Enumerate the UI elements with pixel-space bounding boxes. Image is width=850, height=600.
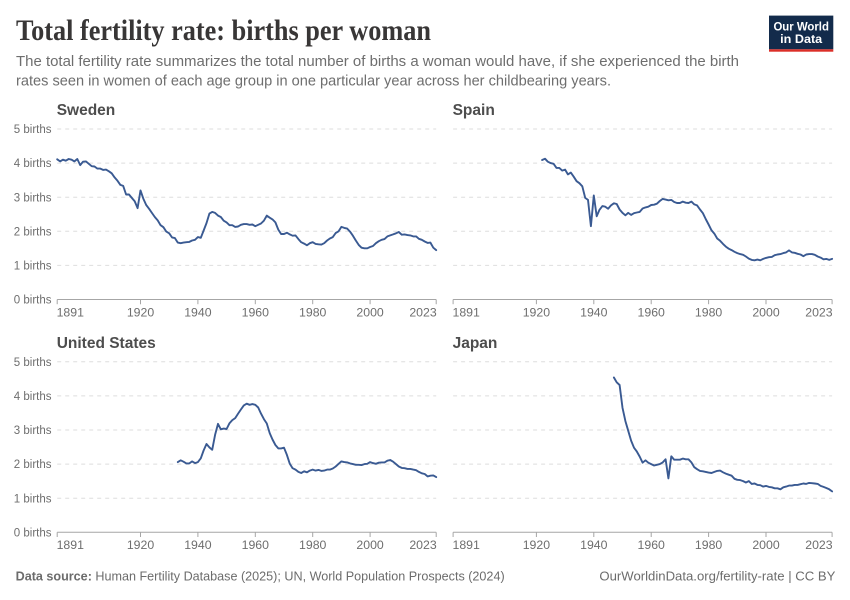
svg-text:2023: 2023 xyxy=(409,305,437,319)
svg-text:0 births: 0 births xyxy=(14,295,52,307)
svg-text:Japan: Japan xyxy=(453,335,498,352)
svg-text:2023: 2023 xyxy=(409,538,437,552)
svg-text:1920: 1920 xyxy=(523,305,551,319)
svg-text:OurWorldinData.org/fertility-r: OurWorldinData.org/fertility-rate | CC B… xyxy=(599,569,836,583)
svg-text:0 births: 0 births xyxy=(14,527,52,539)
svg-text:4 births: 4 births xyxy=(14,158,52,170)
svg-text:United States: United States xyxy=(57,335,156,352)
svg-text:2000: 2000 xyxy=(356,538,384,552)
svg-text:1980: 1980 xyxy=(299,305,327,319)
svg-text:4 births: 4 births xyxy=(14,391,52,403)
svg-text:1920: 1920 xyxy=(127,538,155,552)
svg-text:1980: 1980 xyxy=(299,538,327,552)
svg-text:1920: 1920 xyxy=(127,305,155,319)
svg-text:Total fertility rate: births p: Total fertility rate: births per woman xyxy=(16,14,431,47)
svg-text:2000: 2000 xyxy=(752,305,780,319)
svg-text:1960: 1960 xyxy=(242,538,270,552)
svg-text:2000: 2000 xyxy=(752,538,780,552)
svg-text:1960: 1960 xyxy=(242,305,270,319)
svg-text:2000: 2000 xyxy=(356,305,384,319)
svg-text:The total fertility rate summa: The total fertility rate summarizes the … xyxy=(16,53,739,70)
svg-text:1940: 1940 xyxy=(580,538,608,552)
svg-text:3 births: 3 births xyxy=(14,425,52,437)
svg-text:2023: 2023 xyxy=(805,538,833,552)
svg-text:1891: 1891 xyxy=(57,305,85,319)
svg-text:1940: 1940 xyxy=(184,538,212,552)
svg-text:1980: 1980 xyxy=(695,538,723,552)
svg-text:1891: 1891 xyxy=(57,538,85,552)
svg-text:1980: 1980 xyxy=(695,305,723,319)
svg-text:1940: 1940 xyxy=(184,305,212,319)
svg-text:1920: 1920 xyxy=(523,538,551,552)
svg-text:Spain: Spain xyxy=(453,102,495,119)
svg-text:1960: 1960 xyxy=(638,538,666,552)
svg-text:1 births: 1 births xyxy=(14,261,52,273)
svg-text:1891: 1891 xyxy=(453,538,481,552)
svg-text:2 births: 2 births xyxy=(14,459,52,471)
svg-text:1940: 1940 xyxy=(580,305,608,319)
svg-text:1960: 1960 xyxy=(638,305,666,319)
svg-text:3 births: 3 births xyxy=(14,192,52,204)
svg-text:1 births: 1 births xyxy=(14,493,52,505)
svg-text:rates seen in women of each ag: rates seen in women of each age group in… xyxy=(16,72,611,89)
svg-text:5 births: 5 births xyxy=(14,357,52,369)
svg-text:2023: 2023 xyxy=(805,305,833,319)
svg-text:Sweden: Sweden xyxy=(57,102,116,119)
svg-text:in Data: in Data xyxy=(780,33,823,46)
svg-text:Data source: Human Fertility D: Data source: Human Fertility Database (2… xyxy=(16,570,505,584)
svg-text:1891: 1891 xyxy=(453,305,481,319)
svg-text:5 births: 5 births xyxy=(14,124,52,136)
svg-text:2 births: 2 births xyxy=(14,226,52,238)
svg-text:Our World: Our World xyxy=(773,20,829,33)
